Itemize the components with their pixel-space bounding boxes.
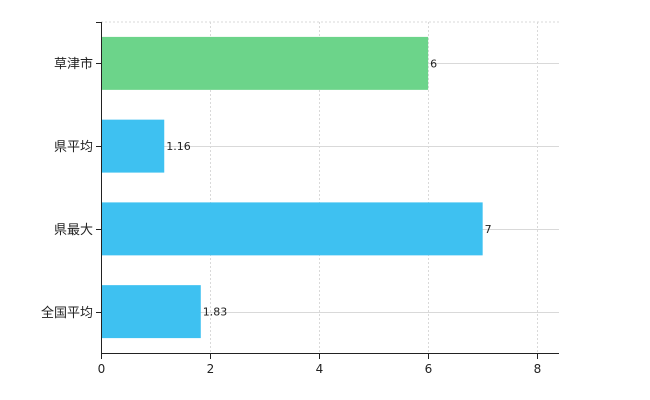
x-tick-label-3: 6 [425,362,433,376]
data-label-2: 7 [485,223,492,236]
data-label-3: 1.83 [203,306,228,319]
bar-0 [101,36,429,90]
x-tick-label-2: 4 [316,362,324,376]
bar-1 [101,119,165,173]
bars [101,36,483,339]
x-tick-label-1: 2 [207,362,215,376]
category-label-3: 全国平均 [41,305,93,321]
axes [96,22,559,359]
bar-3 [101,285,201,339]
x-tick-label-4: 8 [534,362,542,376]
category-label-0: 草津市 [54,56,93,72]
bar-2 [101,202,483,256]
category-label-1: 県平均 [54,140,93,155]
x-tick-label-0: 0 [98,362,106,376]
data-label-0: 6 [430,57,437,70]
data-label-1: 1.16 [166,140,191,153]
category-label-2: 県最大 [54,223,93,238]
